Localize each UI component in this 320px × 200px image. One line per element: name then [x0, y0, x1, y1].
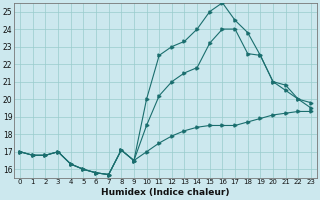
- X-axis label: Humidex (Indice chaleur): Humidex (Indice chaleur): [101, 188, 230, 197]
